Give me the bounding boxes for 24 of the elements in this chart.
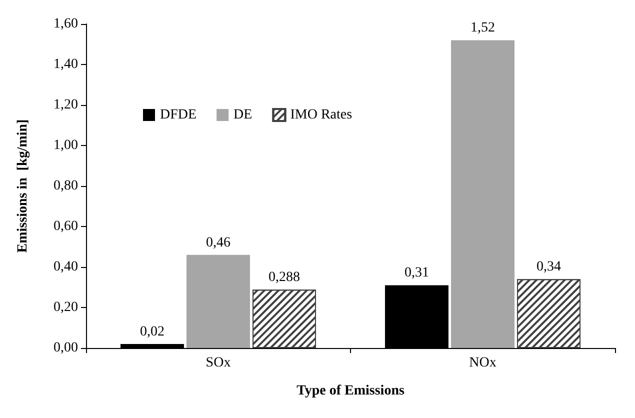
y-tick-label: 0,60 [54, 219, 78, 234]
y-tick-label: 1,20 [54, 98, 78, 112]
y-tick-label: 1,00 [54, 138, 78, 153]
x-tick-label: NOx [469, 356, 496, 370]
data-label: 0,02 [140, 324, 164, 340]
data-label: 0,34 [536, 260, 562, 275]
y-tick-label: 0,00 [54, 340, 78, 356]
y-tick-label: 0,80 [54, 178, 78, 194]
y-tick-label: 0,20 [54, 300, 78, 315]
bar [186, 254, 250, 348]
x-tick-label: SOx [206, 356, 231, 370]
legend-label: DFDE [160, 108, 197, 122]
data-label: 0,46 [206, 235, 230, 250]
y-axis-title: Emissions in [kg/min] [16, 119, 30, 253]
data-label: 0,288 [268, 270, 300, 286]
x-axis-title: Type of Emissions [296, 384, 405, 398]
legend-label: DE [234, 108, 252, 122]
legend-label: IMO Rates [290, 108, 352, 122]
data-label: 0,31 [404, 266, 429, 281]
data-label: 1,52 [470, 20, 495, 36]
y-tick-label: 0,40 [54, 260, 78, 274]
bar [451, 40, 514, 348]
y-tick-label: 1,60 [54, 16, 78, 32]
y-tick-label: 1,40 [54, 57, 78, 72]
